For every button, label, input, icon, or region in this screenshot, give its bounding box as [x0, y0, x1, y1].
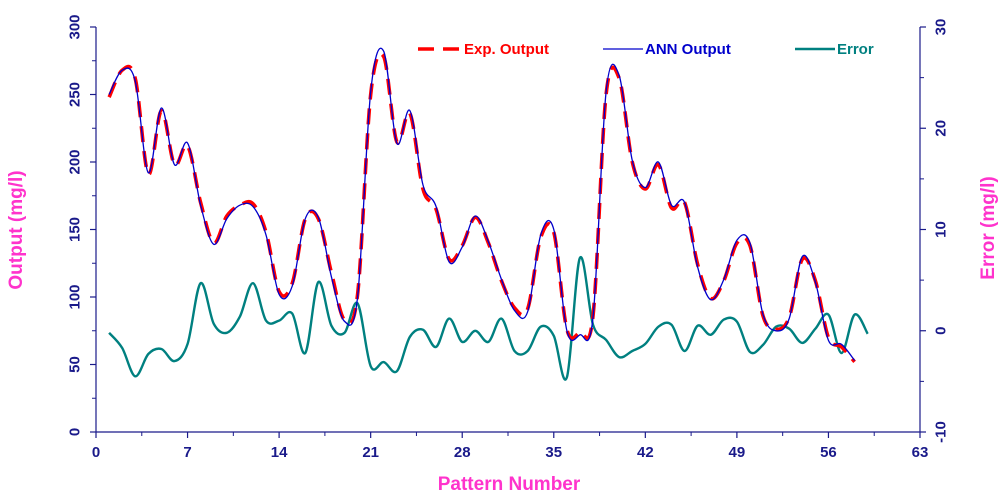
y2-tick-label: 10 [932, 221, 949, 238]
x-tick-label: 49 [729, 444, 746, 461]
legend-label-error: Error [837, 41, 874, 58]
series-layer [107, 47, 869, 381]
x-axis-title: Pattern Number [438, 474, 581, 495]
y-axis-title: Output (mg/l) [6, 170, 27, 289]
x-tick-label: 56 [820, 444, 837, 461]
axes-layer: 0 7 14 21 28 35 42 49 56 63 0 50 100 150 200 250 300 -10 0… [66, 14, 949, 461]
x-tick-label: 0 [92, 444, 100, 461]
y-tick-label: 0 [66, 428, 83, 436]
x-tick-label: 28 [454, 444, 471, 461]
y-tick-label: 100 [66, 284, 83, 309]
series-line-error [108, 256, 869, 381]
legend-label-ann-output: ANN Output [645, 41, 731, 58]
y-tick-label: 150 [66, 217, 83, 242]
legend: Exp. Output ANN Output Error [418, 41, 874, 58]
y-tick-label: 250 [66, 82, 83, 107]
legend-label-exp-output: Exp. Output [464, 41, 549, 58]
y-tick-label: 300 [66, 14, 83, 39]
x-tick-label: 42 [637, 444, 654, 461]
series-line-ann-output [108, 47, 856, 361]
series-line-exp-output [107, 51, 856, 363]
x-tick-label: 63 [912, 444, 929, 461]
x-tick-label: 7 [183, 444, 191, 461]
y2-tick-label: 0 [932, 327, 949, 335]
x-tick-label: 35 [545, 444, 562, 461]
y-tick-label: 50 [66, 356, 83, 373]
x-tick-label: 21 [362, 444, 379, 461]
y2-axis-title: Error (mg/l) [978, 176, 999, 279]
y-tick-label: 200 [66, 149, 83, 174]
y2-tick-label: -10 [932, 421, 949, 443]
y2-tick-label: 30 [932, 19, 949, 36]
x-tick-label: 14 [271, 444, 288, 461]
y2-tick-label: 20 [932, 120, 949, 137]
